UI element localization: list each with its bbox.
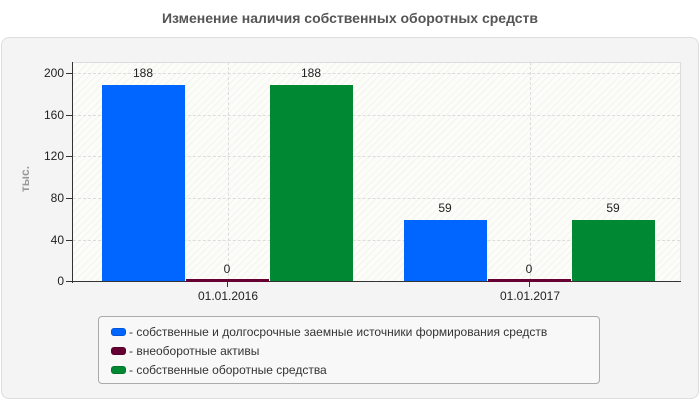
x-tick [227,282,228,287]
bar-working-capital-2017[interactable] [572,220,655,281]
gridline-40 [73,240,680,241]
bar-value-label: 188 [132,66,154,80]
legend-swatch-blue [111,327,126,336]
y-tick-label: 120 [43,149,64,163]
legend-label: - внеоборотные активы [129,343,260,358]
gridline-160 [73,115,680,116]
x-tick-label: 01.01.2016 [197,289,259,303]
y-tick-label: 200 [43,66,64,80]
legend-swatch-maroon [111,346,126,355]
gridline-200 [73,73,680,74]
legend-item-working-capital[interactable]: - собственные оборотные средства [111,360,599,379]
y-tick [66,198,72,199]
y-tick [66,115,72,116]
bar-value-label: 59 [606,201,620,215]
bar-value-label: 0 [223,262,231,276]
x-axis-line [72,281,681,282]
y-axis-label: тыс. [18,165,32,193]
y-tick-label: 0 [57,274,64,288]
bar-value-label: 0 [525,262,533,276]
bar-working-capital-2016[interactable] [270,85,353,281]
legend-item-noncurrent[interactable]: - внеоборотные активы [111,341,599,360]
bar-value-label: 188 [300,66,322,80]
legend-swatch-green [111,365,126,374]
y-tick [66,156,72,157]
bar-value-label: 59 [438,201,452,215]
bar-sources-2017[interactable] [404,220,487,281]
legend-item-sources[interactable]: - собственные и долгосрочные заемные ист… [111,322,599,341]
chart-title: Изменение наличия собственных оборотных … [161,10,539,26]
bar-sources-2016[interactable] [102,85,185,281]
bar-noncurrent-2017[interactable] [488,279,571,282]
y-tick [66,240,72,241]
x-tick-label: 01.01.2017 [499,289,561,303]
y-tick [66,73,72,74]
y-tick-label: 80 [50,191,64,205]
legend-label: - собственные и долгосрочные заемные ист… [129,324,548,339]
gridline-80 [73,198,680,199]
y-tick-label: 40 [50,233,64,247]
x-tick [529,282,530,287]
y-axis-line [72,62,73,283]
gridline-120 [73,156,680,157]
legend: - собственные и долгосрочные заемные ист… [98,316,600,384]
legend-label: - собственные оборотные средства [129,362,327,377]
bar-noncurrent-2016[interactable] [186,279,269,282]
y-tick [66,281,72,282]
vgridline-2 [530,62,531,281]
vgridline-1 [228,62,229,281]
y-tick-label: 160 [43,108,64,122]
